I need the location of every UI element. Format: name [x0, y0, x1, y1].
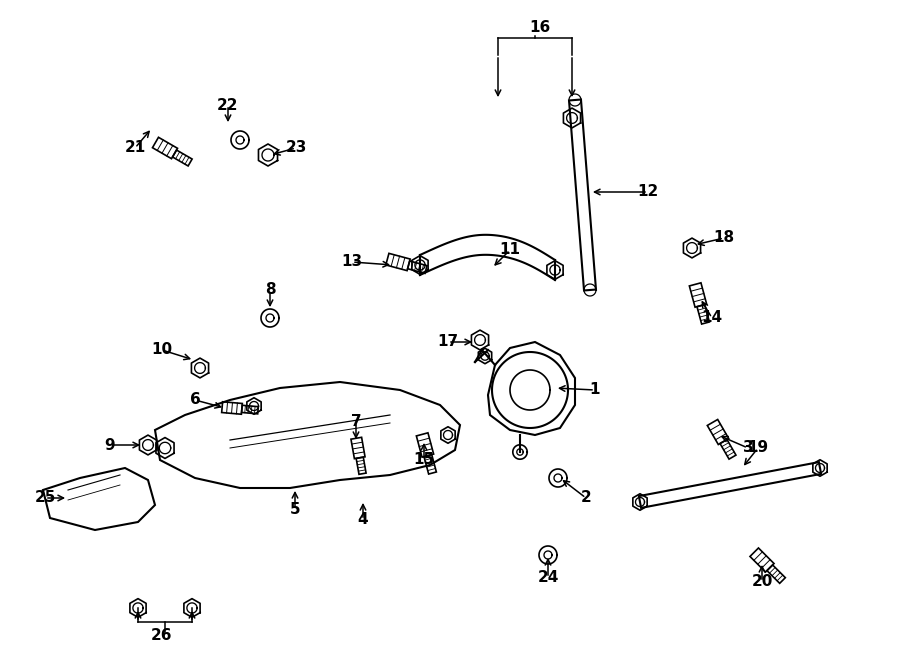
Text: 25: 25	[34, 490, 56, 506]
Text: 21: 21	[124, 141, 146, 155]
Text: 3: 3	[742, 440, 753, 455]
Text: 7: 7	[351, 414, 361, 430]
Text: 18: 18	[714, 231, 734, 245]
Text: 9: 9	[104, 438, 115, 453]
Text: 14: 14	[701, 311, 723, 325]
Text: 6: 6	[190, 393, 201, 407]
Text: 23: 23	[285, 141, 307, 155]
Text: 5: 5	[290, 502, 301, 518]
Text: 12: 12	[637, 184, 659, 200]
Text: 1: 1	[590, 383, 600, 397]
Text: 17: 17	[437, 334, 459, 350]
Text: 8: 8	[265, 282, 275, 297]
Text: 4: 4	[357, 512, 368, 527]
Text: 10: 10	[151, 342, 173, 358]
Text: 22: 22	[217, 98, 239, 112]
Text: 13: 13	[341, 254, 363, 270]
Text: 19: 19	[747, 440, 769, 455]
Text: 26: 26	[151, 627, 173, 642]
Text: 16: 16	[529, 20, 551, 36]
Text: 2: 2	[580, 490, 591, 506]
Text: 15: 15	[413, 453, 435, 467]
Text: 24: 24	[537, 570, 559, 586]
Text: 11: 11	[500, 243, 520, 258]
Text: 20: 20	[752, 574, 773, 590]
